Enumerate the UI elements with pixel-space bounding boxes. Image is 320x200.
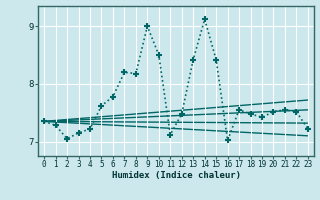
X-axis label: Humidex (Indice chaleur): Humidex (Indice chaleur) <box>111 171 241 180</box>
